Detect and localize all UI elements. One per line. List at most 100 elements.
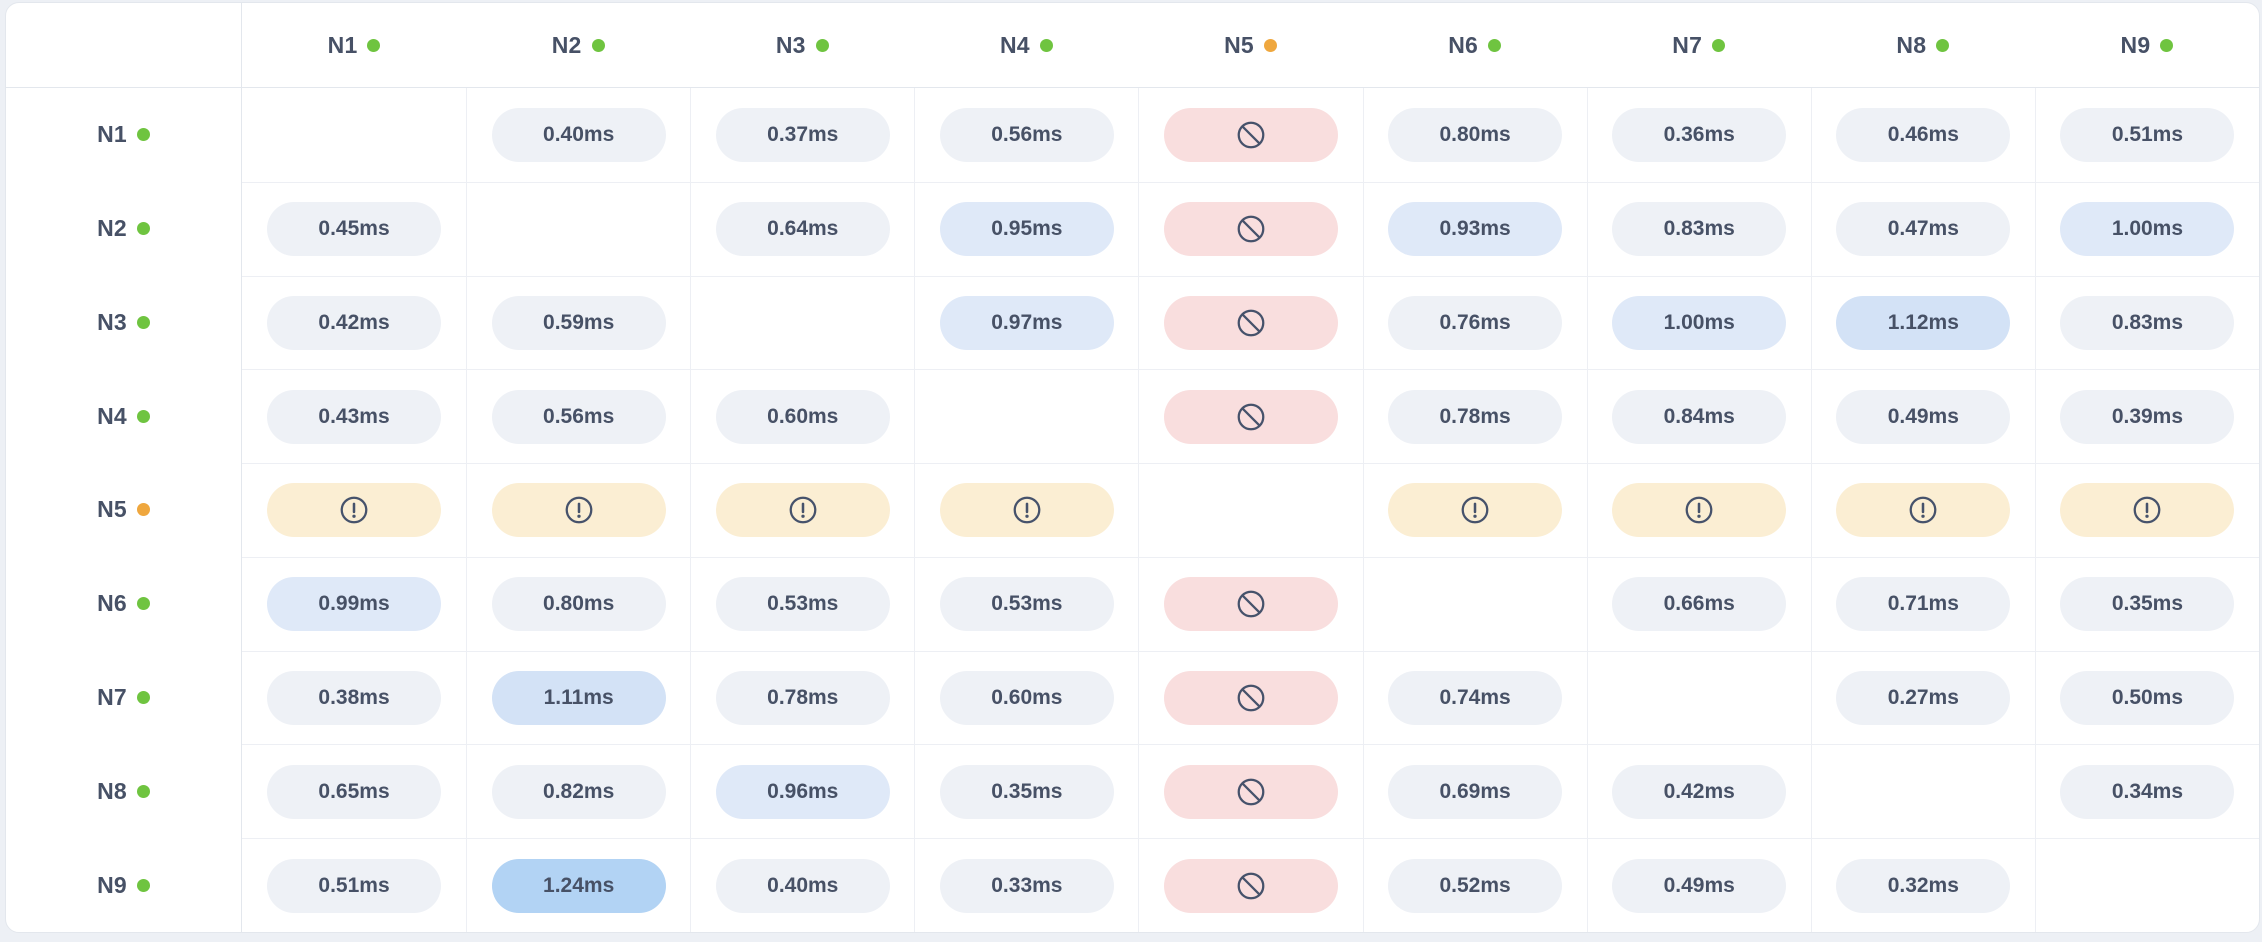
prohibited-icon: [1237, 872, 1265, 900]
latency-pill[interactable]: 0.49ms: [1612, 858, 1787, 913]
status-dot-icon: [136, 878, 150, 892]
latency-pill[interactable]: 0.96ms: [715, 764, 890, 819]
latency-pill[interactable]: 0.32ms: [1836, 858, 2011, 913]
latency-pill[interactable]: 0.60ms: [939, 671, 1114, 726]
latency-pill[interactable]: 0.45ms: [267, 202, 442, 257]
latency-pill[interactable]: 0.80ms: [491, 577, 666, 632]
cell-n4-n2: 0.56ms: [466, 369, 691, 464]
latency-pill[interactable]: 0.82ms: [491, 764, 666, 819]
blocked-pill[interactable]: [1163, 295, 1338, 350]
node-label: N4: [999, 31, 1030, 58]
latency-pill[interactable]: 1.00ms: [2060, 202, 2235, 257]
latency-pill[interactable]: 0.51ms: [267, 858, 442, 913]
cell-n9-n3: 0.40ms: [690, 838, 915, 932]
status-dot-icon: [136, 128, 150, 142]
status-dot-icon: [815, 38, 829, 52]
latency-pill[interactable]: 0.53ms: [715, 577, 890, 632]
latency-pill[interactable]: 0.65ms: [267, 764, 442, 819]
status-dot-icon: [591, 38, 605, 52]
latency-pill[interactable]: 0.33ms: [939, 858, 1114, 913]
cell-n3-n9: 0.83ms: [2034, 275, 2259, 370]
warning-pill[interactable]: [1388, 483, 1563, 538]
latency-pill[interactable]: 0.56ms: [939, 107, 1114, 162]
cell-n6-n4: 0.53ms: [914, 556, 1139, 651]
latency-pill[interactable]: 0.40ms: [491, 107, 666, 162]
cell-n6-n5: [1138, 556, 1363, 651]
latency-pill[interactable]: 0.80ms: [1388, 107, 1563, 162]
latency-pill[interactable]: 0.71ms: [1836, 577, 2011, 632]
latency-pill[interactable]: 0.36ms: [1612, 107, 1787, 162]
latency-pill[interactable]: 0.51ms: [2060, 107, 2235, 162]
warning-pill[interactable]: [939, 483, 1114, 538]
latency-pill[interactable]: 0.84ms: [1612, 389, 1787, 444]
warning-pill[interactable]: [715, 483, 890, 538]
cell-n6-n9: 0.35ms: [2034, 556, 2259, 651]
latency-pill[interactable]: 0.78ms: [1388, 389, 1563, 444]
latency-pill[interactable]: 0.53ms: [939, 577, 1114, 632]
latency-pill[interactable]: 1.11ms: [491, 671, 666, 726]
latency-pill[interactable]: 0.78ms: [715, 671, 890, 726]
latency-pill[interactable]: 0.97ms: [939, 295, 1114, 350]
latency-pill[interactable]: 0.60ms: [715, 389, 890, 444]
latency-pill[interactable]: 0.59ms: [491, 295, 666, 350]
alert-circle-icon: [789, 497, 817, 524]
warning-pill[interactable]: [491, 483, 666, 538]
latency-pill[interactable]: 0.35ms: [2060, 577, 2235, 632]
blocked-pill[interactable]: [1163, 107, 1338, 162]
warning-pill[interactable]: [267, 483, 442, 538]
blocked-pill[interactable]: [1163, 858, 1338, 913]
blocked-pill[interactable]: [1163, 202, 1338, 257]
latency-pill[interactable]: 0.27ms: [1836, 671, 2011, 726]
latency-pill[interactable]: 0.76ms: [1388, 295, 1563, 350]
cell-n2-n6: 0.93ms: [1362, 181, 1587, 276]
alert-circle-icon: [2134, 497, 2161, 524]
latency-pill[interactable]: 0.50ms: [2060, 671, 2235, 726]
cell-n1-n4: 0.56ms: [914, 88, 1138, 182]
latency-pill[interactable]: 0.64ms: [715, 202, 890, 257]
node-label: N7: [1672, 31, 1703, 58]
prohibited-icon: [1237, 590, 1265, 618]
latency-pill[interactable]: 1.00ms: [1612, 295, 1787, 350]
latency-pill[interactable]: 0.93ms: [1388, 202, 1563, 257]
warning-pill[interactable]: [1612, 483, 1787, 538]
latency-pill[interactable]: 0.42ms: [1612, 764, 1787, 819]
warning-pill[interactable]: [1836, 483, 2011, 538]
latency-pill[interactable]: 0.43ms: [267, 389, 442, 444]
warning-pill[interactable]: [2060, 483, 2235, 538]
latency-pill[interactable]: 0.83ms: [2060, 295, 2235, 350]
latency-pill[interactable]: 0.56ms: [491, 389, 666, 444]
blocked-pill[interactable]: [1163, 577, 1338, 632]
blocked-pill[interactable]: [1163, 671, 1338, 726]
latency-pill[interactable]: 0.38ms: [267, 671, 442, 726]
status-dot-icon: [136, 409, 150, 423]
latency-pill[interactable]: 0.47ms: [1836, 202, 2011, 257]
cell-n3-n6: 0.76ms: [1362, 275, 1587, 370]
latency-pill[interactable]: 0.66ms: [1612, 577, 1787, 632]
latency-pill[interactable]: 0.95ms: [939, 202, 1114, 257]
cell-n1-n8: 0.46ms: [1810, 88, 2035, 182]
latency-pill[interactable]: 1.12ms: [1836, 295, 2011, 350]
cell-n4-n5: [1138, 369, 1363, 464]
latency-pill[interactable]: 0.83ms: [1612, 202, 1787, 257]
latency-pill[interactable]: 0.46ms: [1836, 107, 2011, 162]
latency-pill[interactable]: 0.39ms: [2060, 389, 2235, 444]
latency-pill[interactable]: 0.35ms: [939, 764, 1114, 819]
row-header-n3: N3: [6, 275, 242, 370]
latency-pill[interactable]: 0.74ms: [1388, 671, 1563, 726]
blocked-pill[interactable]: [1163, 764, 1338, 819]
latency-pill[interactable]: 0.49ms: [1836, 389, 2011, 444]
cell-n7-n4: 0.60ms: [914, 650, 1139, 745]
node-label: N9: [2120, 31, 2151, 58]
latency-pill[interactable]: 0.52ms: [1388, 858, 1563, 913]
latency-pill[interactable]: 0.34ms: [2060, 764, 2235, 819]
latency-pill[interactable]: 0.69ms: [1388, 764, 1563, 819]
latency-pill[interactable]: 0.40ms: [715, 858, 890, 913]
cell-n3-n1: 0.42ms: [242, 275, 467, 370]
cell-n8-n3: 0.96ms: [690, 744, 915, 839]
latency-pill[interactable]: 0.37ms: [715, 107, 890, 162]
latency-pill[interactable]: 0.99ms: [267, 577, 442, 632]
latency-pill[interactable]: 1.24ms: [491, 858, 666, 913]
latency-pill[interactable]: 0.42ms: [267, 295, 442, 350]
blocked-pill[interactable]: [1163, 389, 1338, 444]
